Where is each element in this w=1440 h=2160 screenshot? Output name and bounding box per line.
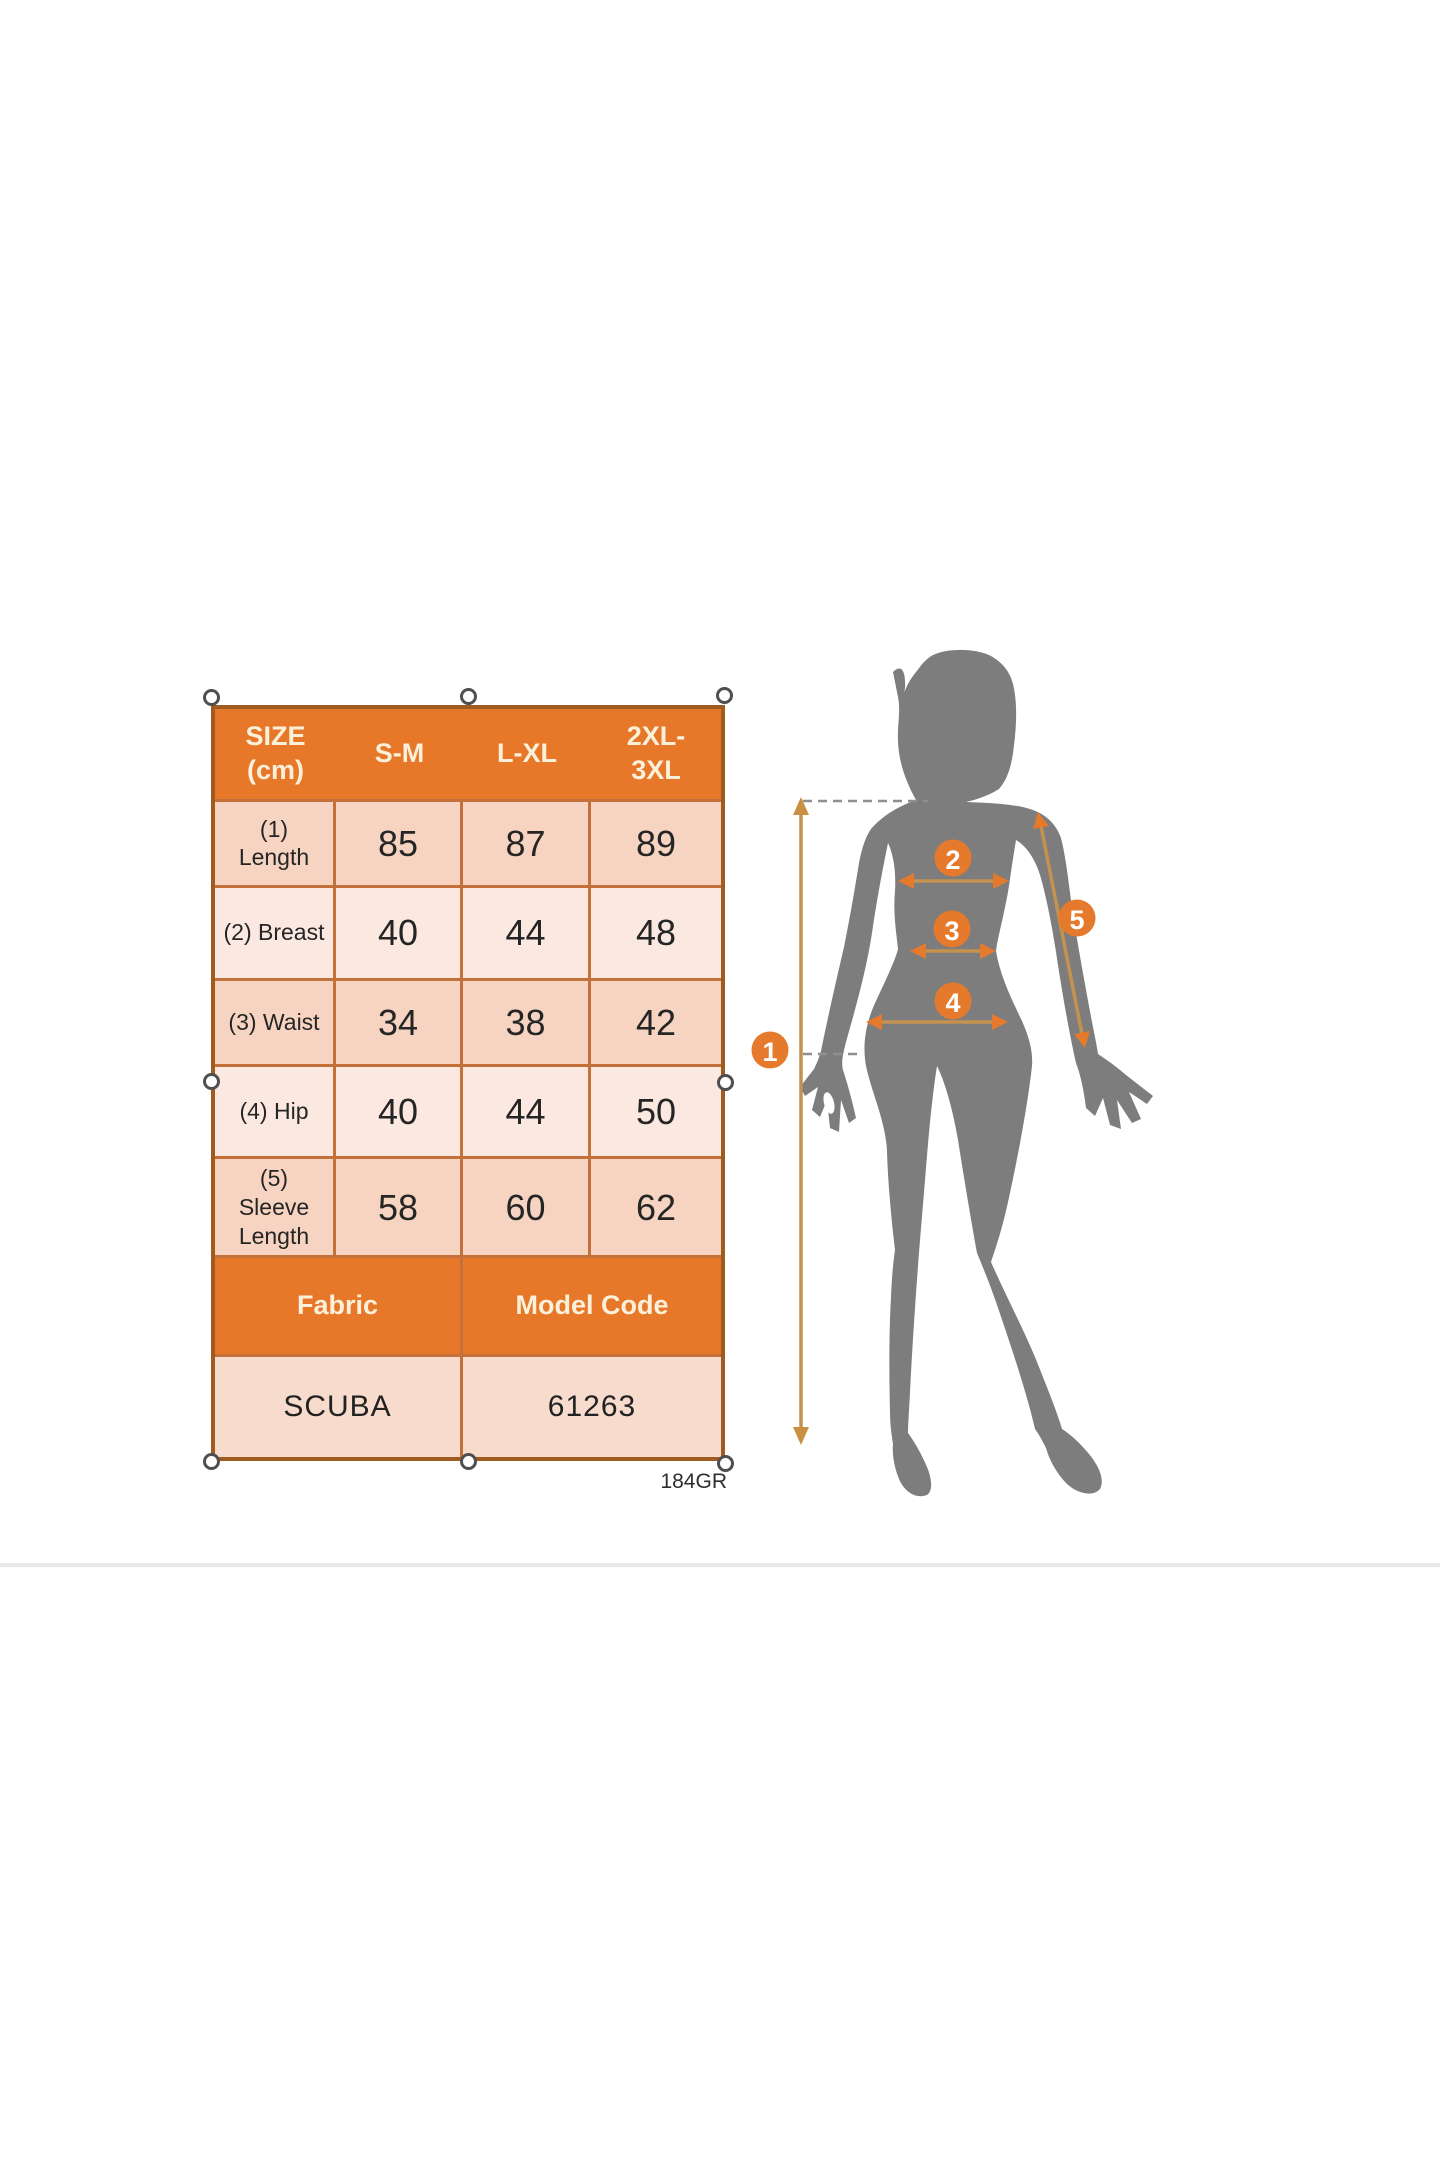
sleeve-2xl3xl: 62: [591, 1159, 721, 1259]
waist-sm: 34: [336, 980, 463, 1067]
breast-sm: 40: [336, 887, 463, 981]
waist-arrow: [910, 943, 996, 959]
marker-4: 4: [934, 982, 972, 1020]
marker-5: 5: [1058, 899, 1096, 937]
row-label-length: (1) Length: [215, 801, 336, 888]
left-hand-gap: [823, 1092, 835, 1114]
marker-2: 2: [934, 839, 972, 877]
hip-sm: 40: [336, 1066, 463, 1160]
length-arrow: [793, 797, 809, 1445]
selection-handle-bottom-left[interactable]: [203, 1453, 220, 1470]
waist-2xl3xl: 42: [591, 980, 721, 1067]
length-sm: 85: [336, 801, 463, 888]
selection-handle-top-left[interactable]: [203, 689, 220, 706]
section-divider: [0, 1563, 1440, 1567]
length-lxl: 87: [463, 801, 591, 888]
selection-handle-bottom-middle[interactable]: [460, 1453, 477, 1470]
svg-text:1: 1: [762, 1037, 777, 1067]
measurement-figure: 1 2 3 4 5: [751, 649, 1153, 1497]
row-label-breast: (2) Breast: [215, 887, 336, 981]
svg-text:2: 2: [945, 845, 960, 875]
selection-handle-bottom-right[interactable]: [717, 1455, 734, 1472]
svg-text:4: 4: [945, 988, 960, 1018]
breast-lxl: 44: [463, 887, 591, 981]
column-header-2xl3xl: 2XL- 3XL: [591, 709, 721, 802]
size-chart-table: SIZE (cm) S-M L-XL 2XL- 3XL (1) Length 8…: [211, 705, 725, 1461]
fabric-header: Fabric: [215, 1258, 463, 1357]
hip-2xl3xl: 50: [591, 1066, 721, 1160]
breast-2xl3xl: 48: [591, 887, 721, 981]
model-code-header: Model Code: [463, 1258, 721, 1357]
sleeve-sm: 58: [336, 1159, 463, 1259]
column-header-sm: S-M: [336, 709, 463, 802]
row-label-waist: (3) Waist: [215, 980, 336, 1067]
sleeve-lxl: 60: [463, 1159, 591, 1259]
hip-lxl: 44: [463, 1066, 591, 1160]
row-label-hip: (4) Hip: [215, 1066, 336, 1160]
column-header-lxl: L-XL: [463, 709, 591, 802]
hip-arrow: [866, 1014, 1008, 1030]
row-label-sleeve-length: (5) Sleeve Length: [215, 1159, 336, 1259]
length-2xl3xl: 89: [591, 801, 721, 888]
marker-1: 1: [751, 1031, 789, 1069]
weight-footnote: 184GR: [660, 1470, 727, 1493]
selection-handle-top-right[interactable]: [716, 687, 733, 704]
breast-arrow: [898, 873, 1009, 889]
sleeve-arrow: [1033, 812, 1090, 1048]
selection-handle-middle-left[interactable]: [203, 1073, 220, 1090]
svg-text:5: 5: [1069, 905, 1084, 935]
waist-lxl: 38: [463, 980, 591, 1067]
fabric-value: SCUBA: [215, 1356, 463, 1457]
body-silhouette-shape: [800, 649, 1153, 1497]
table-corner-header: SIZE (cm): [215, 709, 336, 802]
selection-handle-top-middle[interactable]: [460, 688, 477, 705]
selection-handle-middle-right[interactable]: [717, 1074, 734, 1091]
svg-text:3: 3: [944, 916, 959, 946]
model-code-value: 61263: [463, 1356, 721, 1457]
marker-3: 3: [933, 910, 971, 948]
